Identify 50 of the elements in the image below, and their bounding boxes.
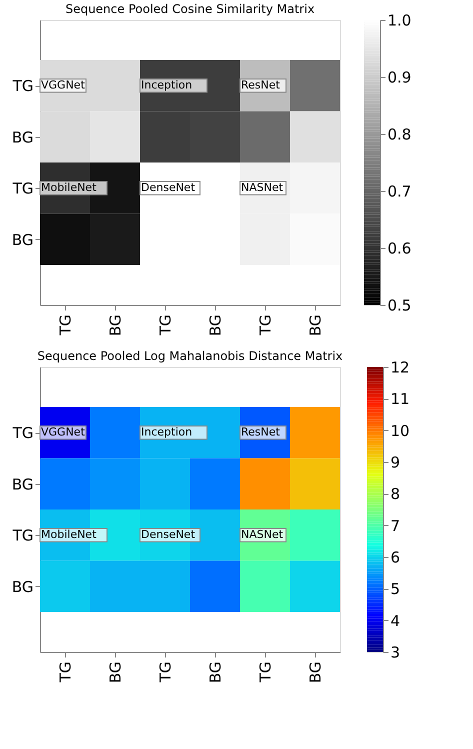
- x-tick-label: BG: [106, 662, 124, 684]
- y-tick-label: TG: [12, 180, 34, 198]
- color-bar-label: 6: [390, 548, 400, 566]
- annotation: Inception: [141, 426, 192, 439]
- annotation: MobileNet: [41, 528, 98, 542]
- x-tick-label: TG: [156, 662, 174, 684]
- annotation: DenseNet: [141, 181, 196, 194]
- color-bar-label: 0.7: [388, 182, 412, 200]
- x-tick-label: BG: [106, 314, 124, 336]
- color-bar-label: 0.6: [388, 240, 412, 258]
- color-bar-label: 10: [390, 422, 410, 440]
- chart-title: Sequence Pooled Cosine Similarity Matrix: [65, 2, 315, 16]
- annotation: VGGNet: [41, 78, 86, 92]
- x-tick-label: TG: [256, 314, 274, 336]
- annotation: NASNet: [241, 528, 284, 542]
- color-bar-label: 11: [390, 390, 410, 408]
- x-tick-label: TG: [256, 662, 274, 684]
- y-tick-label: TG: [12, 526, 34, 545]
- y-tick-label: BG: [12, 475, 34, 494]
- color-bar-label: 8: [390, 485, 400, 504]
- x-tick-label: BG: [306, 314, 324, 336]
- y-tick-label: BG: [12, 230, 34, 249]
- x-tick-label: TG: [56, 314, 74, 336]
- color-bar-label: 4: [390, 612, 400, 630]
- y-tick-label: BG: [12, 128, 34, 146]
- annotation: Inception: [141, 78, 192, 92]
- x-tick-label: BG: [306, 662, 324, 684]
- color-bar-label: 1.0: [388, 12, 412, 30]
- x-tick-label: BG: [206, 662, 224, 684]
- y-tick-label: BG: [12, 578, 34, 596]
- color-bar-label: 3: [390, 644, 400, 662]
- annotation: DenseNet: [141, 528, 196, 542]
- annotation: NASNet: [241, 181, 284, 194]
- color-bar-label: 0.8: [388, 126, 412, 144]
- y-tick-label: TG: [12, 424, 34, 442]
- color-bar-label: 0.9: [388, 68, 412, 86]
- x-tick-label: BG: [206, 314, 224, 336]
- y-tick-label: TG: [12, 77, 34, 96]
- color-bar-label: 9: [390, 454, 400, 472]
- annotation: ResNet: [241, 426, 281, 439]
- color-bar-label: 5: [390, 580, 400, 598]
- color-bar-label: 0.5: [388, 296, 412, 314]
- annotation: VGGNet: [41, 426, 86, 439]
- annotation: MobileNet: [41, 181, 98, 194]
- x-tick-label: TG: [56, 662, 74, 684]
- x-tick-label: TG: [156, 314, 174, 336]
- chart-title: Sequence Pooled Log Mahalanobis Distance Matrix: [37, 349, 343, 363]
- annotation: ResNet: [241, 78, 281, 92]
- color-bar-label: 7: [390, 516, 400, 535]
- color-bar-label: 12: [390, 358, 410, 376]
